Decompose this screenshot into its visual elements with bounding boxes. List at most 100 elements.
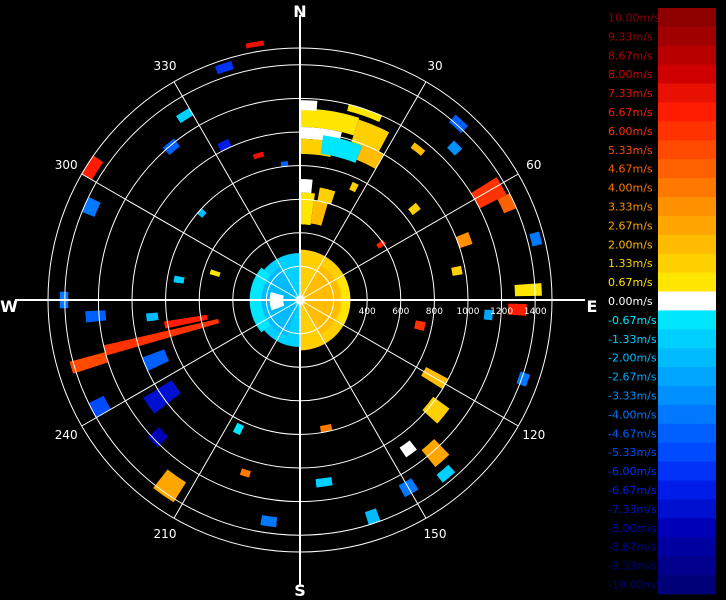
scale-label: -4.00m/s [608, 408, 657, 421]
velocity-return-cell [349, 181, 359, 193]
velocity-return-cell [315, 477, 333, 488]
compass-north-label: N [293, 2, 306, 21]
velocity-return-cell [245, 40, 265, 49]
scale-swatch [658, 291, 716, 311]
velocity-return-cell [414, 320, 426, 331]
scale-swatch [658, 45, 716, 66]
bearing-line [299, 81, 427, 301]
velocity-return-cell [410, 142, 426, 156]
scale-swatch [658, 102, 716, 122]
velocity-return-cell [451, 265, 463, 276]
scale-swatch [658, 423, 716, 444]
scale-swatch [658, 348, 716, 368]
scale-swatch [658, 556, 716, 576]
range-label: 1000 [457, 307, 480, 317]
bearing-label: 150 [424, 527, 447, 541]
velocity-return-cell [317, 187, 336, 205]
velocity-return-cell [408, 202, 421, 216]
velocity-return-cell [280, 161, 289, 167]
bearing-line [173, 81, 301, 301]
scale-label: -7.33m/s [608, 503, 657, 516]
velocity-return-cell [173, 275, 185, 284]
velocity-return-cell [300, 100, 318, 111]
scale-label: -3.33m/s [608, 389, 657, 402]
scale-swatch [658, 386, 716, 406]
velocity-return-cell [310, 200, 328, 226]
range-label: 1200 [490, 307, 513, 317]
scale-label: 7.33m/s [608, 87, 653, 100]
velocity-return-cell [376, 239, 386, 249]
velocity-return-cell [197, 208, 207, 218]
scale-swatch [658, 310, 716, 330]
range-label: 800 [426, 307, 443, 317]
velocity-return-cell [85, 310, 107, 323]
scale-label: -8.00m/s [608, 522, 657, 535]
bearing-line [81, 299, 301, 427]
scale-label: -6.67m/s [608, 484, 657, 497]
scale-swatch [658, 121, 716, 141]
velocity-return-cell [447, 140, 463, 156]
scale-swatch [658, 253, 716, 274]
bearing-line [299, 173, 519, 301]
velocity-return-cell [162, 138, 181, 156]
range-label: 400 [359, 307, 376, 317]
velocity-return-cell [69, 352, 109, 374]
velocity-return-cell [214, 60, 234, 75]
scale-swatch [658, 26, 716, 47]
velocity-return-cell [81, 155, 104, 180]
scale-swatch [658, 499, 716, 519]
velocity-return-cell [300, 192, 315, 226]
bearing-label: 120 [522, 428, 545, 442]
velocity-return-cell [153, 469, 187, 503]
velocity-return-cell [239, 468, 251, 478]
velocity-return-cell [351, 119, 390, 154]
scale-swatch [658, 575, 716, 595]
scale-label: -4.67m/s [608, 427, 657, 440]
bearing-label: 240 [55, 428, 78, 442]
scale-swatch [658, 367, 716, 387]
scale-swatch [658, 272, 716, 292]
velocity-return-cell [356, 144, 384, 170]
bearing-lines [15, 15, 585, 585]
velocity-return-cell [217, 138, 232, 152]
velocity-return-cell [300, 108, 360, 136]
velocity-return-cell [347, 104, 382, 122]
velocity-return-cell [300, 179, 313, 194]
bearing-label: 330 [154, 59, 177, 73]
scale-label: 9.33m/s [608, 30, 653, 43]
scale-label: -9.33m/s [608, 560, 657, 573]
scale-label: 5.33m/s [608, 144, 653, 157]
bearing-line [173, 299, 301, 519]
scale-label: -5.33m/s [608, 446, 657, 459]
velocity-return-cell [147, 427, 169, 448]
scale-swatch [658, 178, 716, 198]
scale-label: 4.67m/s [608, 163, 653, 176]
scale-swatch [658, 197, 716, 217]
velocity-return-cell [422, 396, 450, 424]
scale-swatch [658, 8, 716, 28]
bearing-line [81, 173, 301, 301]
velocity-return-cell [319, 423, 333, 433]
scale-label: -6.00m/s [608, 465, 657, 478]
scale-label: 8.67m/s [608, 49, 653, 62]
velocity-return-cell [175, 107, 194, 124]
scale-swatch [658, 64, 716, 85]
scale-swatch [658, 442, 716, 463]
bearing-label: 300 [55, 158, 78, 172]
scale-label: 0.00m/s [608, 295, 653, 308]
scale-label: 0.67m/s [608, 276, 653, 289]
velocity-return-cell [483, 309, 493, 321]
scale-label: -0.67m/s [608, 314, 657, 327]
scale-swatch [658, 83, 716, 103]
ppi-scope: 400 600 800 1000 1200 1400 306012015021024030… [0, 2, 597, 600]
scale-swatch [658, 215, 716, 236]
scale-swatch [658, 329, 716, 349]
scale-swatch [658, 159, 716, 179]
scale-swatch [658, 234, 716, 255]
velocity-return-cell [436, 464, 456, 483]
scale-swatch [658, 404, 716, 425]
radar-origin-marker [294, 294, 306, 306]
scale-swatch [658, 518, 716, 538]
velocity-return-cell [320, 135, 363, 163]
